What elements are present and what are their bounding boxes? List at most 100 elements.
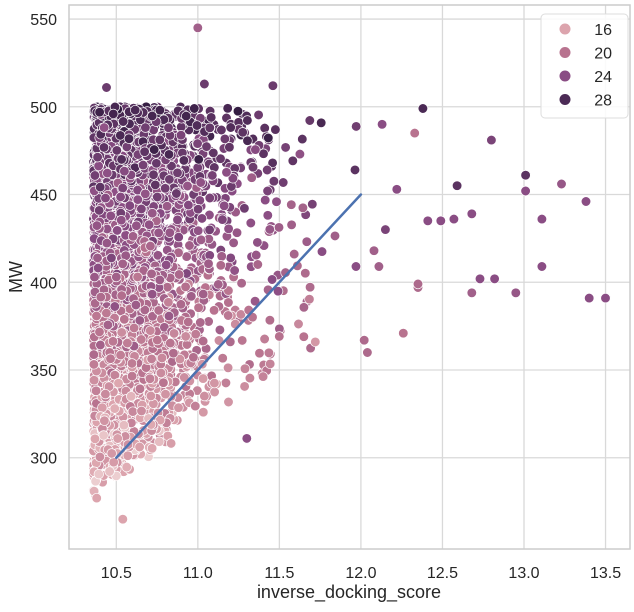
scatter-point — [122, 337, 133, 349]
scatter-point — [231, 227, 243, 238]
scatter-point — [262, 164, 273, 176]
scatter-point — [180, 331, 191, 342]
scatter-point — [145, 325, 156, 336]
scatter-point — [112, 433, 123, 444]
scatter-point — [239, 203, 250, 214]
scatter-point — [267, 80, 279, 91]
scatter-point — [92, 252, 103, 264]
scatter-point — [128, 322, 140, 334]
scatter-point — [195, 317, 206, 328]
scatter-point — [259, 333, 270, 345]
scatter-point — [173, 269, 185, 280]
scatter-point — [92, 262, 104, 274]
scatter-point — [198, 407, 209, 418]
scatter-point — [227, 173, 239, 184]
scatter-point — [362, 347, 373, 358]
scatter-point — [260, 194, 271, 206]
scatter-point — [89, 170, 101, 181]
scatter-point — [115, 130, 126, 141]
scatter-point — [193, 302, 204, 313]
scatter-point — [203, 258, 214, 269]
scatter-point — [451, 180, 463, 191]
scatter-point — [165, 438, 177, 449]
scatter-point — [249, 296, 261, 307]
scatter-point — [108, 457, 119, 468]
scatter-point — [161, 201, 173, 212]
scatter-point — [510, 287, 521, 298]
scatter-point — [192, 204, 204, 215]
scatter-point — [136, 405, 147, 417]
scatter-point — [91, 310, 102, 322]
scatter-point — [99, 122, 110, 133]
scatter-point — [246, 172, 257, 183]
scatter-point — [264, 224, 275, 235]
scatter-point — [102, 167, 113, 179]
y-tick-label: 350 — [30, 363, 57, 380]
scatter-point — [214, 324, 226, 336]
scatter-point — [307, 199, 318, 210]
scatter-point — [175, 130, 187, 141]
scatter-point — [147, 110, 158, 122]
scatter-point — [145, 390, 157, 402]
scatter-point — [584, 292, 595, 304]
scatter-point — [232, 106, 244, 117]
scatter-point — [130, 299, 142, 311]
scatter-point — [154, 105, 166, 116]
scatter-point — [409, 127, 420, 139]
scatter-point — [391, 184, 402, 195]
scatter-point — [204, 224, 215, 235]
scatter-point — [165, 337, 176, 349]
scatter-point — [259, 122, 270, 134]
scatter-point — [297, 202, 309, 213]
scatter-point — [293, 318, 304, 330]
scatter-point — [156, 352, 168, 364]
scatter-point — [109, 403, 120, 414]
scatter-point — [280, 142, 291, 153]
scatter-point — [204, 122, 215, 133]
y-tick-label: 500 — [30, 100, 57, 117]
scatter-point — [95, 181, 106, 193]
scatter-point — [215, 260, 226, 271]
scatter-point — [265, 358, 276, 370]
scatter-point — [163, 122, 174, 133]
scatter-point — [257, 371, 269, 382]
scatter-point — [140, 122, 151, 133]
scatter-point — [263, 347, 275, 358]
scatter-point — [148, 169, 159, 180]
scatter-point — [380, 224, 391, 235]
scatter-point — [186, 291, 197, 302]
scatter-point — [136, 203, 147, 215]
scatter-point — [115, 349, 126, 361]
scatter-point — [108, 108, 119, 120]
scatter-point — [173, 402, 184, 413]
scatter-point — [144, 219, 155, 230]
scatter-point — [191, 120, 203, 131]
scatter-point — [161, 259, 172, 271]
scatter-point — [298, 331, 309, 342]
scatter-point — [520, 185, 531, 197]
scatter-point — [247, 162, 259, 173]
scatter-point — [154, 134, 165, 145]
scatter-point — [448, 213, 460, 225]
scatter-point — [151, 158, 162, 169]
scatter-point — [140, 188, 151, 199]
scatter-point — [351, 121, 362, 132]
scatter-point — [116, 215, 127, 226]
scatter-point — [223, 297, 234, 308]
scatter-point — [117, 258, 128, 269]
scatter-point — [149, 144, 160, 155]
scatter-point — [263, 132, 274, 144]
scatter-point — [216, 124, 227, 136]
scatter-point — [195, 177, 206, 188]
scatter-point — [126, 391, 137, 402]
scatter-point — [222, 103, 233, 114]
scatter-point — [163, 149, 175, 160]
regression-line — [115, 193, 363, 459]
scatter-point — [224, 142, 235, 153]
scatter-point — [147, 208, 158, 219]
scatter-point — [119, 314, 130, 325]
scatter-point — [147, 289, 158, 300]
scatter-point — [219, 133, 231, 145]
scatter-point — [164, 227, 175, 238]
scatter-point — [100, 192, 111, 204]
